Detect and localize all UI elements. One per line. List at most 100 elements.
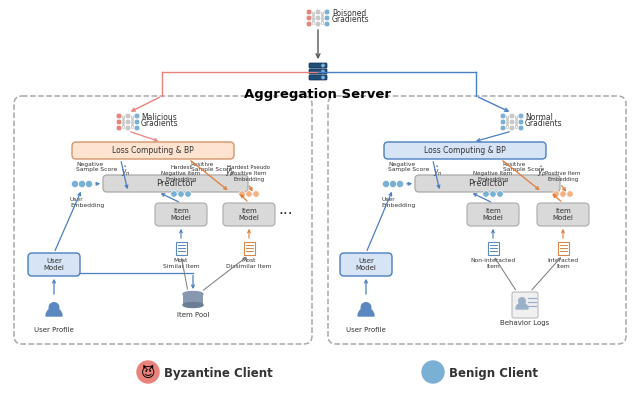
Circle shape <box>422 361 444 383</box>
Text: Positive
Sample Score: Positive Sample Score <box>502 162 544 172</box>
Circle shape <box>116 125 122 131</box>
Circle shape <box>322 76 324 79</box>
Text: User
Model: User Model <box>356 258 376 271</box>
Circle shape <box>509 113 515 119</box>
Circle shape <box>518 113 524 119</box>
Text: Negative Item
Embedding: Negative Item Embedding <box>474 171 513 182</box>
Circle shape <box>137 361 159 383</box>
FancyBboxPatch shape <box>384 142 546 159</box>
Circle shape <box>429 364 437 373</box>
Circle shape <box>483 191 489 197</box>
Text: User
Embedding: User Embedding <box>381 197 415 208</box>
Text: Malicious: Malicious <box>141 112 177 122</box>
Text: Hardest
Negative Item
Embedding: Hardest Negative Item Embedding <box>161 165 200 182</box>
Circle shape <box>509 119 515 125</box>
Circle shape <box>497 191 503 197</box>
Circle shape <box>178 191 184 197</box>
FancyBboxPatch shape <box>28 253 80 276</box>
FancyBboxPatch shape <box>183 294 203 305</box>
FancyBboxPatch shape <box>72 142 234 159</box>
Circle shape <box>553 191 559 197</box>
Text: Gradients: Gradients <box>525 120 563 128</box>
Circle shape <box>86 181 93 187</box>
Circle shape <box>390 181 397 187</box>
FancyBboxPatch shape <box>309 69 327 74</box>
Circle shape <box>360 302 371 313</box>
Circle shape <box>383 181 390 187</box>
FancyBboxPatch shape <box>309 63 327 68</box>
FancyBboxPatch shape <box>309 75 327 80</box>
Text: Most
Dissimilar Item: Most Dissimilar Item <box>227 258 272 269</box>
Circle shape <box>518 297 526 305</box>
Text: Benign Client: Benign Client <box>449 367 538 379</box>
Ellipse shape <box>183 291 203 297</box>
Text: Negative
Sample Score: Negative Sample Score <box>76 162 117 172</box>
Text: Non-interacted
Item: Non-interacted Item <box>470 258 516 269</box>
Text: Predictor: Predictor <box>468 179 506 188</box>
Text: Predictor: Predictor <box>157 179 195 188</box>
Circle shape <box>49 302 60 313</box>
FancyBboxPatch shape <box>415 175 560 192</box>
Circle shape <box>500 125 506 131</box>
Circle shape <box>322 70 324 73</box>
Circle shape <box>185 191 191 197</box>
Text: Gradients: Gradients <box>332 15 370 25</box>
Circle shape <box>306 21 312 27</box>
FancyBboxPatch shape <box>243 242 255 255</box>
Circle shape <box>134 113 140 119</box>
Text: Loss Computing & BP: Loss Computing & BP <box>424 146 506 155</box>
Circle shape <box>324 9 330 15</box>
FancyBboxPatch shape <box>103 175 248 192</box>
Circle shape <box>560 191 566 197</box>
Text: Positive Item
Embedding: Positive Item Embedding <box>545 171 580 182</box>
Text: User Profile: User Profile <box>346 327 386 333</box>
Circle shape <box>246 191 252 197</box>
FancyBboxPatch shape <box>175 242 186 255</box>
Circle shape <box>306 15 312 21</box>
Wedge shape <box>46 308 62 316</box>
Circle shape <box>500 119 506 125</box>
Text: Item
Model: Item Model <box>483 208 504 221</box>
Text: Interacted
Item: Interacted Item <box>547 258 579 269</box>
Circle shape <box>324 15 330 21</box>
Ellipse shape <box>183 303 203 308</box>
Text: User Profile: User Profile <box>34 327 74 333</box>
Circle shape <box>518 125 524 131</box>
Text: $\hat{y}_n$: $\hat{y}_n$ <box>433 165 443 179</box>
FancyBboxPatch shape <box>488 242 499 255</box>
Circle shape <box>116 119 122 125</box>
Circle shape <box>500 113 506 119</box>
FancyBboxPatch shape <box>223 203 275 226</box>
Text: Byzantine Client: Byzantine Client <box>164 367 273 379</box>
FancyBboxPatch shape <box>557 242 568 255</box>
Circle shape <box>490 191 496 197</box>
Circle shape <box>306 9 312 15</box>
Text: Item
Model: Item Model <box>171 208 191 221</box>
Circle shape <box>322 64 324 67</box>
Circle shape <box>315 21 321 27</box>
Text: $\hat{y}_n$: $\hat{y}_n$ <box>121 165 131 179</box>
Text: Hardest Pseudo
Positive Item
Embedding: Hardest Pseudo Positive Item Embedding <box>227 165 271 182</box>
Circle shape <box>324 21 330 27</box>
FancyBboxPatch shape <box>467 203 519 226</box>
FancyBboxPatch shape <box>537 203 589 226</box>
Circle shape <box>79 181 86 187</box>
Circle shape <box>253 191 259 197</box>
Text: Item Pool: Item Pool <box>177 312 209 318</box>
Text: Normal: Normal <box>525 112 553 122</box>
Circle shape <box>567 191 573 197</box>
FancyBboxPatch shape <box>340 253 392 276</box>
Wedge shape <box>516 303 528 309</box>
Text: Most
Similar Item: Most Similar Item <box>163 258 199 269</box>
Circle shape <box>116 113 122 119</box>
Text: Aggregation Server: Aggregation Server <box>244 88 392 101</box>
Text: Negative
Sample Score: Negative Sample Score <box>388 162 429 172</box>
Circle shape <box>171 191 177 197</box>
FancyBboxPatch shape <box>155 203 207 226</box>
FancyBboxPatch shape <box>512 292 538 318</box>
Circle shape <box>397 181 403 187</box>
Wedge shape <box>358 308 374 316</box>
Circle shape <box>125 119 131 125</box>
Text: User
Embedding: User Embedding <box>70 197 104 208</box>
Text: Positive
Sample Score: Positive Sample Score <box>191 162 232 172</box>
